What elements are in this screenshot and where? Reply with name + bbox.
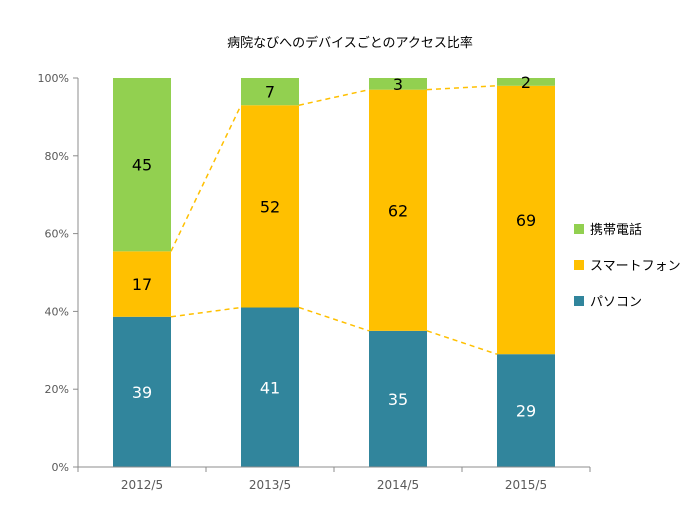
bar-segment <box>241 78 299 106</box>
y-axis: 0% 20% 40% 60% 80% 100% <box>38 72 79 474</box>
bar-segment <box>241 105 299 308</box>
chart-title: 病院なびへのデバイスごとのアクセス比率 <box>227 35 473 51</box>
data-label: 17 <box>132 275 152 294</box>
data-label: 29 <box>516 402 536 421</box>
data-label: 2 <box>521 73 531 92</box>
data-label: 41 <box>260 378 280 397</box>
bar-segment <box>497 78 555 86</box>
legend-label: パソコン <box>590 295 642 310</box>
bar-segment <box>113 316 171 467</box>
data-label: 62 <box>388 201 408 220</box>
series-connector-lines <box>170 85 498 355</box>
y-tick-label: 60% <box>45 228 69 241</box>
connector-line <box>170 306 242 318</box>
data-label: 3 <box>393 75 403 94</box>
y-tick-label: 100% <box>38 72 69 85</box>
x-tick-label: 2015/5 <box>505 478 547 492</box>
y-tick-label: 20% <box>45 383 69 396</box>
bar-segment <box>497 354 555 467</box>
connector-line <box>426 330 498 355</box>
bar-segment <box>497 85 555 355</box>
x-tick-label: 2012/5 <box>121 478 163 492</box>
data-label: 69 <box>516 211 536 230</box>
legend-label: スマートフォン <box>590 259 681 274</box>
bar-segment <box>369 78 427 90</box>
connector-line <box>298 88 370 106</box>
data-label: 35 <box>388 390 408 409</box>
bars: 39 17 45 41 52 7 35 62 3 29 69 2 <box>113 73 555 467</box>
data-label: 52 <box>260 197 280 216</box>
y-tick-label: 80% <box>45 150 69 163</box>
data-label: 45 <box>132 156 152 175</box>
connector-line <box>298 306 370 332</box>
legend-label: 携帯電話 <box>590 222 642 238</box>
bar-segment <box>113 251 171 317</box>
bar-segment <box>113 78 171 252</box>
y-tick-label: 0% <box>52 461 69 474</box>
connector-line <box>170 104 242 252</box>
y-tick-label: 40% <box>45 305 69 318</box>
connector-line <box>426 85 498 91</box>
legend-swatch <box>574 224 584 234</box>
bar-segment <box>369 330 427 467</box>
legend-swatch <box>574 260 584 270</box>
legend-swatch <box>574 296 584 306</box>
data-label: 39 <box>132 383 152 402</box>
x-axis: 2012/5 2013/5 2014/5 2015/5 <box>77 466 591 492</box>
bar-segment <box>369 89 427 331</box>
x-tick-label: 2013/5 <box>249 478 291 492</box>
data-label: 7 <box>265 83 275 102</box>
x-tick-label: 2014/5 <box>377 478 419 492</box>
bar-segment <box>241 307 299 467</box>
